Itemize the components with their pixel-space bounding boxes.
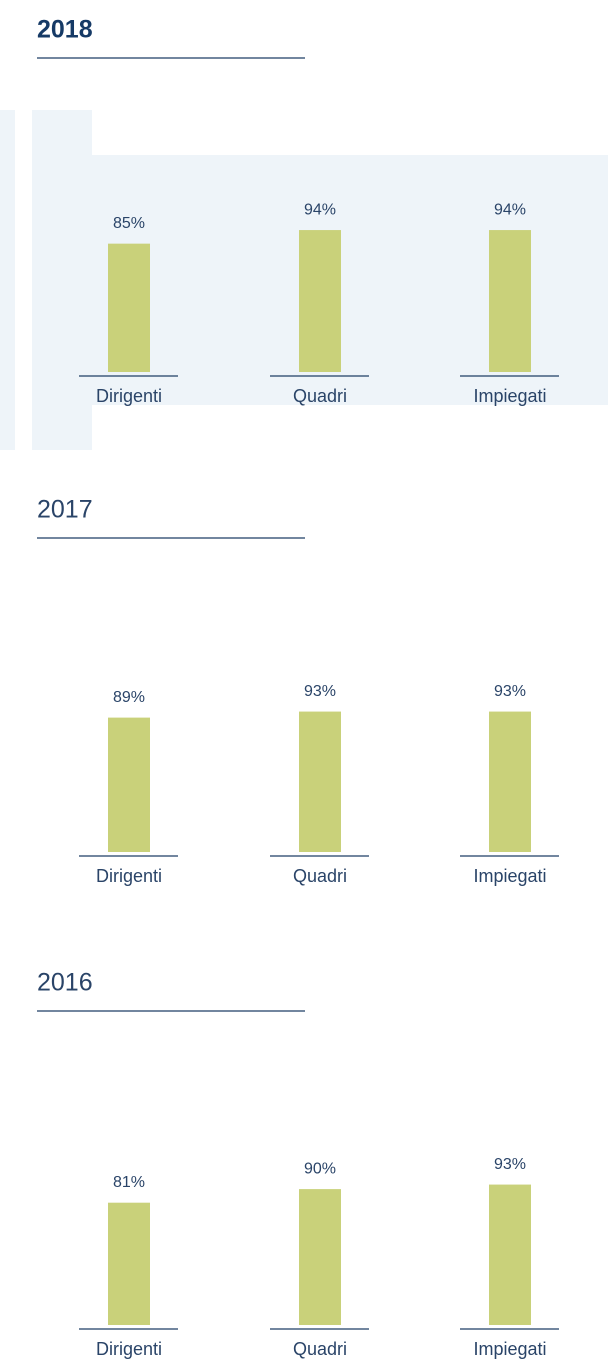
bar — [108, 243, 150, 372]
chart-title: 2018 — [37, 16, 93, 44]
value-label: 93% — [494, 683, 526, 700]
category-label: Quadri — [293, 386, 347, 406]
chart-title: 2016 — [37, 969, 93, 997]
category-label: Quadri — [293, 1339, 347, 1359]
value-label: 89% — [113, 689, 145, 706]
category-label: Impiegati — [473, 1339, 546, 1359]
bar — [489, 230, 531, 372]
bar — [299, 1189, 341, 1325]
value-label: 94% — [304, 201, 336, 218]
category-label: Dirigenti — [96, 866, 162, 886]
bar — [489, 1184, 531, 1325]
category-label: Impiegati — [473, 386, 546, 406]
value-label: 94% — [494, 201, 526, 218]
value-label: 93% — [494, 1156, 526, 1173]
value-label: 90% — [304, 1160, 336, 1177]
category-label: Impiegati — [473, 866, 546, 886]
chart-title: 2017 — [37, 496, 93, 524]
category-label: Quadri — [293, 866, 347, 886]
category-label: Dirigenti — [96, 386, 162, 406]
category-label: Dirigenti — [96, 1339, 162, 1359]
background-panel — [32, 110, 92, 450]
bar — [299, 711, 341, 852]
value-label: 93% — [304, 683, 336, 700]
background-strip — [0, 110, 15, 450]
value-label: 85% — [113, 215, 145, 232]
bar — [489, 711, 531, 852]
bar — [108, 1202, 150, 1325]
value-label: 81% — [113, 1174, 145, 1191]
bar — [299, 230, 341, 372]
bar — [108, 717, 150, 852]
